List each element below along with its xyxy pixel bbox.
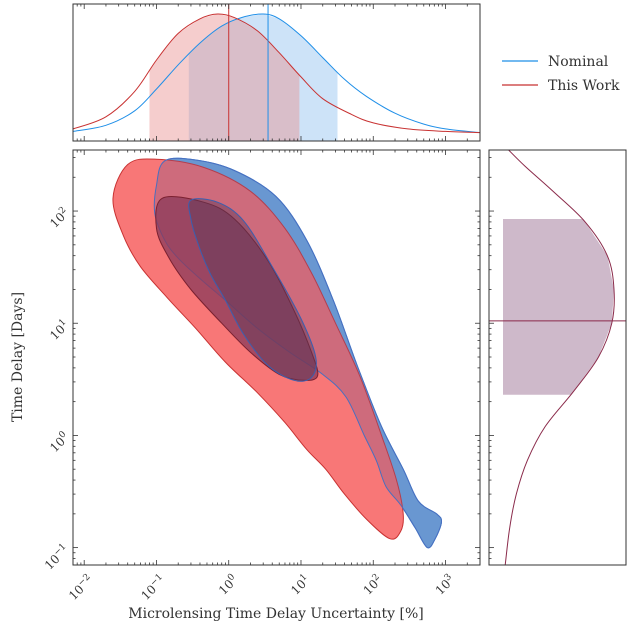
right-marginal-curve xyxy=(504,149,615,566)
top-band-nominal xyxy=(188,14,338,142)
right-marginal-panel xyxy=(488,149,627,566)
joint-contours xyxy=(112,157,443,549)
x-tick-label: 100 xyxy=(215,572,241,598)
x-tick-exponent: 0 xyxy=(226,572,237,583)
y-tick-exponent: 1 xyxy=(57,317,68,328)
x-tick-exponent: 1 xyxy=(298,572,309,583)
x-axis-label: Microlensing Time Delay Uncertainty [%] xyxy=(128,606,423,622)
y-tick-label: 102 xyxy=(47,205,72,230)
x-tick-exponent: 2 xyxy=(371,572,382,583)
y-tick-label: 101 xyxy=(47,317,72,342)
y-tick-label: 100 xyxy=(47,429,73,455)
top-marginal-medians xyxy=(228,4,269,141)
x-tick-labels: 10−210−1 100 101 102 103 xyxy=(65,572,458,603)
x-tick-label: 10−1 xyxy=(138,572,169,603)
right-marginal-ticks xyxy=(489,157,494,566)
legend-label-nominal: Nominal xyxy=(548,54,609,70)
main-frame xyxy=(72,149,481,566)
legend-label-this-work: This Work xyxy=(548,78,620,94)
top-band-this-work xyxy=(149,14,300,141)
y-axis-label: Time Delay [Days] xyxy=(10,292,26,422)
contour-this-work-inner xyxy=(155,196,319,381)
y-tick-exponent: 2 xyxy=(57,205,68,216)
top-curve-nominal xyxy=(72,13,481,134)
x-tick-label: 101 xyxy=(288,572,313,597)
top-marginal-curves xyxy=(72,13,481,134)
x-tick-exponent: 3 xyxy=(443,572,454,583)
right-curve-this-work xyxy=(504,149,615,566)
right-band-this-work xyxy=(503,219,614,395)
contour-nominal-inner xyxy=(188,198,317,382)
x-tick-label: 102 xyxy=(360,572,385,597)
top-marginal-frame xyxy=(72,3,481,142)
top-marginal-panel xyxy=(72,3,481,142)
right-marginal-band xyxy=(503,219,614,395)
legend: Nominal This Work xyxy=(502,54,620,94)
right-marginal-frame xyxy=(488,149,627,566)
x-tick-label: 103 xyxy=(432,572,458,598)
y-tick-exponent: 0 xyxy=(57,429,68,440)
x-tick-label: 10−2 xyxy=(65,572,96,603)
y-tick-label: 10−1 xyxy=(41,542,72,573)
top-marginal-bands xyxy=(149,14,338,142)
top-curve-this-work xyxy=(72,13,481,134)
